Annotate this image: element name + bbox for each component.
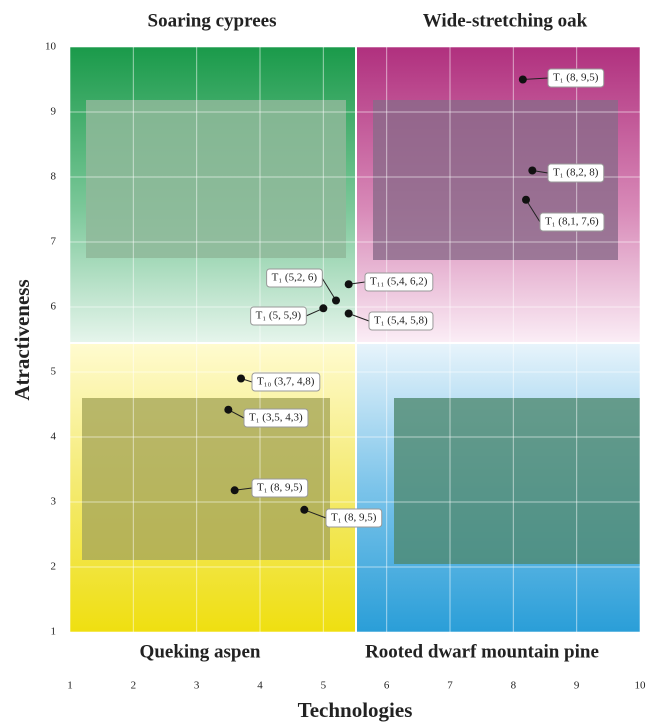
y-tick-label: 1 [51, 626, 57, 638]
point-label: T₁₀ (3,7, 4,8) [257, 376, 315, 388]
x-tick-label: 10 [635, 680, 647, 692]
chart: Atractiveness Technologies 1 2 3 4 5 6 7 8 9 10 1 2… [0, 0, 661, 726]
photo [86, 100, 346, 258]
x-tick-label: 6 [384, 680, 390, 692]
point-label: T₁ (5,2, 6) [272, 272, 318, 284]
x-tick-label: 7 [447, 680, 453, 692]
point [237, 375, 245, 383]
point [231, 486, 239, 494]
quadrant-label: Rooted dwarf mountain pine [365, 641, 599, 662]
quadrant-label: Queking aspen [140, 641, 261, 662]
point-label: T₁ (8, 9,5) [331, 512, 377, 524]
y-tick-label: 10 [45, 41, 57, 53]
point [300, 506, 308, 514]
point-label: T₁ (8,1, 7,6) [545, 216, 599, 228]
y-tick-label: 2 [51, 561, 57, 573]
y-axis-label: Atractiveness [10, 279, 34, 400]
x-axis-label: Technologies [298, 698, 413, 722]
point [332, 297, 340, 305]
quadrant-label: Wide-stretching oak [423, 10, 588, 31]
y-tick-label: 7 [51, 236, 57, 248]
y-tick-label: 9 [51, 106, 57, 118]
y-tick-label: 4 [51, 431, 57, 443]
point [345, 280, 353, 288]
x-tick-label: 2 [131, 680, 137, 692]
point [224, 406, 232, 414]
x-tick-label: 4 [257, 680, 263, 692]
photo [394, 398, 640, 564]
x-tick-label: 9 [574, 680, 580, 692]
y-tick-label: 6 [51, 301, 57, 313]
quadrant-label: Soaring cyprees [148, 10, 277, 31]
point [522, 196, 530, 204]
y-tick-label: 5 [51, 366, 57, 378]
point-label: T₁ (8, 9,5) [553, 72, 599, 84]
point [519, 76, 527, 84]
point-label: T₁ (5,4, 5,8) [374, 315, 428, 327]
y-tick-label: 3 [51, 496, 57, 508]
point-label: T₁ (5, 5,9) [256, 310, 302, 322]
x-tick-label: 1 [67, 680, 73, 692]
point-label: T₁ (8, 9,5) [257, 482, 303, 494]
x-tick-label: 3 [194, 680, 200, 692]
point-label: T₁ (8,2, 8) [553, 167, 599, 179]
x-tick-label: 5 [321, 680, 327, 692]
point-label: T₁₁ (5,4, 6,2) [370, 276, 428, 288]
point [345, 310, 353, 318]
point [319, 304, 327, 312]
point [528, 167, 536, 175]
point-label: T₁ (3,5, 4,3) [249, 412, 303, 424]
y-tick-label: 8 [51, 171, 57, 183]
x-tick-label: 8 [511, 680, 517, 692]
